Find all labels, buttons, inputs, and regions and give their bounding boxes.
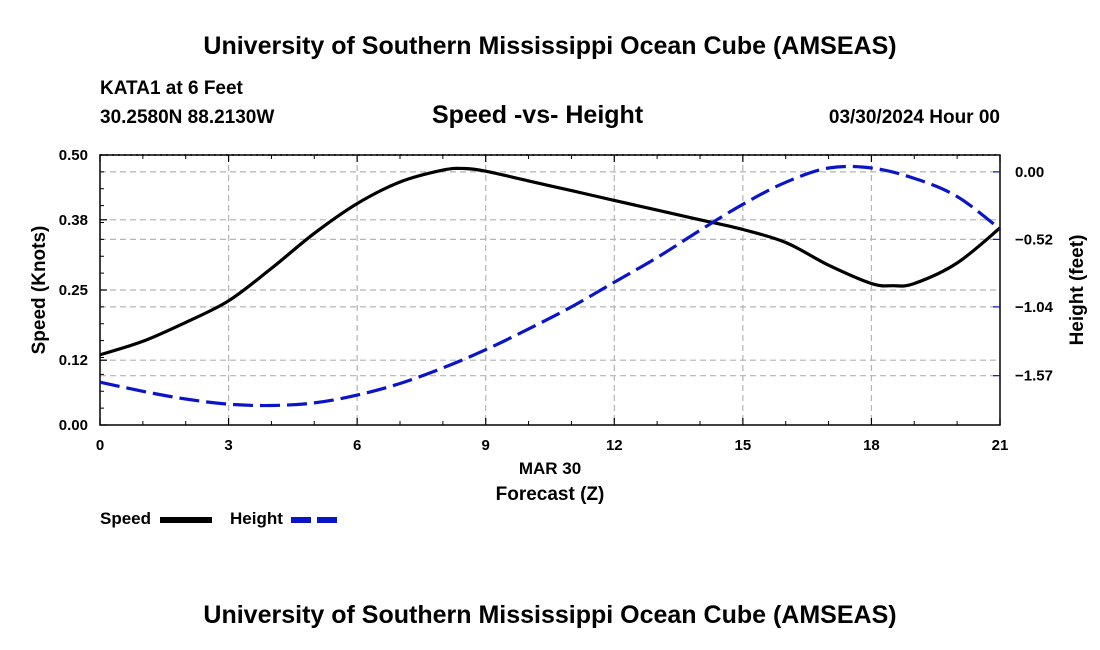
x-axis-label: Forecast (Z) [496, 484, 605, 505]
series-lines [99, 164, 1002, 408]
chart-title: Speed -vs- Height [432, 101, 644, 129]
y-tick-label: 0.12 [59, 352, 88, 369]
legend-speed-label: Speed [100, 509, 152, 528]
x-tick-label: 18 [863, 437, 880, 454]
y-tick-label: 0.38 [59, 212, 88, 229]
y-tick-label: 0.50 [59, 147, 88, 164]
y2-tick-label: 0.00 [1012, 164, 1044, 181]
y-tick-label: 0.25 [59, 282, 88, 299]
station-label: KATA1 at 6 Feet [100, 78, 243, 99]
axis-ticks: 0 3 6 9 12 15 18 21 0.00 0.12 0.25 0.38 0.50 0.00 −0… [59, 147, 1054, 454]
station-coords: 30.2580N 88.2130W [100, 107, 275, 128]
y2-tick-label: −1.04 [1012, 299, 1054, 316]
y-axis-label: Speed (Knots) [29, 226, 50, 355]
y2-tick-label: −1.57 [1012, 368, 1053, 385]
x-tick-label: 15 [735, 437, 752, 454]
y-tick-label: 0.00 [59, 417, 88, 434]
legend-height-label: Height [230, 509, 283, 528]
x-tick-label: 21 [992, 437, 1009, 454]
legend-speed-swatch [160, 517, 212, 523]
forecast-date: 03/30/2024 Hour 00 [828, 107, 1000, 128]
footer-title: University of Southern Mississippi Ocean… [203, 601, 897, 629]
x-tick-label: 0 [96, 437, 104, 454]
y2-axis-label: Height (feet) [1067, 235, 1088, 346]
x-tick-label: 3 [224, 437, 232, 454]
x-tick-label: 6 [353, 437, 361, 454]
x-tick-label: 12 [606, 437, 623, 454]
height-series-line [99, 164, 1001, 408]
y2-tick-label: −0.52 [1012, 231, 1053, 248]
legend-height-swatch [291, 517, 343, 523]
x-tick-label: 9 [482, 437, 490, 454]
speed-series-line [99, 166, 1002, 357]
x-date-label: MAR 30 [519, 459, 581, 478]
page-title: University of Southern Mississippi Ocean… [203, 32, 897, 60]
chart-grid [100, 155, 1000, 425]
